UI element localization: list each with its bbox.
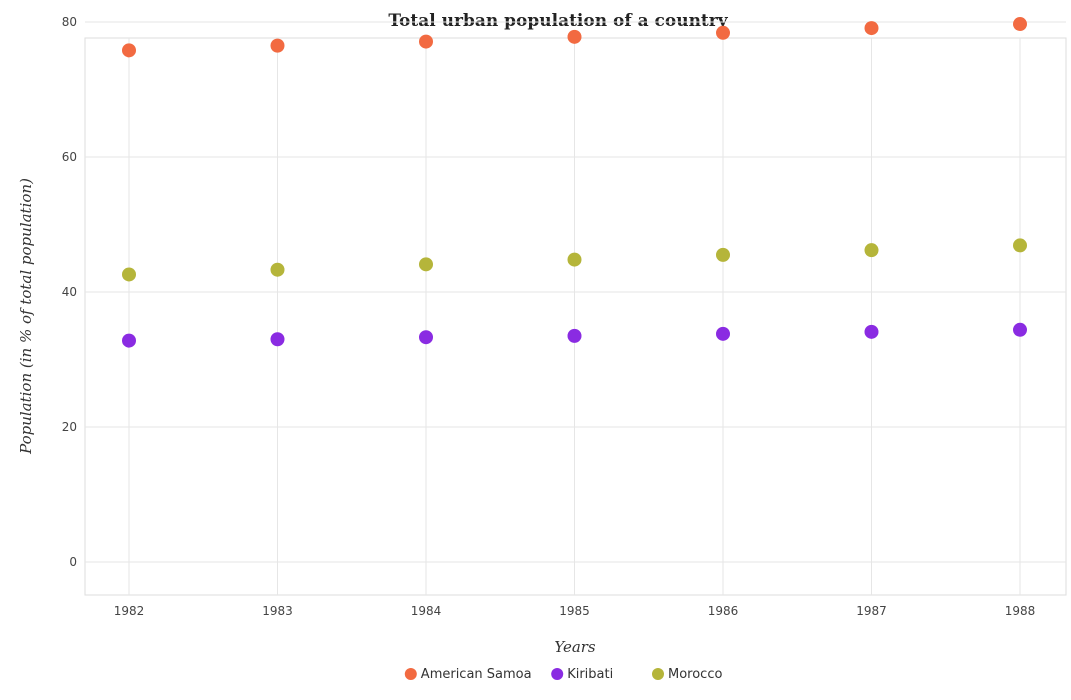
x-tick-label: 1983	[262, 604, 293, 618]
x-tick-label: 1985	[559, 604, 590, 618]
data-point	[122, 43, 136, 58]
chart-title: Total urban population of a country	[388, 11, 728, 31]
y-tick-label: 20	[62, 420, 77, 434]
data-point	[419, 257, 433, 272]
data-point	[864, 21, 879, 36]
data-point	[567, 328, 582, 343]
data-point	[1013, 238, 1027, 253]
y-tick-label: 40	[62, 285, 77, 299]
x-tick-label: 1984	[411, 604, 442, 618]
data-point	[122, 333, 136, 348]
data-point	[567, 29, 582, 44]
legend: American Samoa Kiribati Morocco	[404, 667, 722, 682]
data-point	[864, 243, 879, 258]
data-point	[716, 326, 730, 341]
legend-label: Kiribati	[567, 667, 613, 682]
y-tick-label: 80	[62, 15, 77, 29]
data-point	[1013, 322, 1027, 337]
grid-layer	[85, 21, 1066, 595]
legend-label: American Samoa	[421, 667, 532, 682]
x-tick-label: 1982	[114, 604, 145, 618]
legend-marker	[551, 668, 564, 680]
x-tick-label: 1988	[1005, 604, 1036, 618]
data-point	[270, 262, 285, 277]
y-tick-label: 0	[69, 555, 77, 569]
data-point	[270, 38, 285, 53]
tick-layer: 0 20 40 60 80 1982 1983 1984 1985 1986 1987 1988	[62, 15, 1036, 618]
legend-marker	[652, 668, 664, 680]
data-point	[716, 25, 730, 40]
data-point	[864, 324, 879, 339]
mark-layer	[122, 17, 1027, 348]
y-axis-title: Population (in % of total population)	[17, 178, 35, 455]
legend-marker	[404, 668, 417, 680]
x-axis-title: Years	[554, 638, 596, 656]
data-point	[270, 332, 285, 347]
data-point	[122, 267, 136, 282]
y-tick-label: 60	[62, 150, 77, 164]
x-tick-label: 1987	[856, 604, 887, 618]
data-point	[716, 247, 730, 262]
x-tick-label: 1986	[708, 604, 739, 618]
data-point	[419, 330, 433, 345]
data-point	[419, 34, 433, 49]
plot-area	[84, 37, 1067, 596]
legend-label: Morocco	[668, 667, 722, 682]
data-point	[1013, 17, 1027, 32]
data-point	[567, 252, 582, 267]
